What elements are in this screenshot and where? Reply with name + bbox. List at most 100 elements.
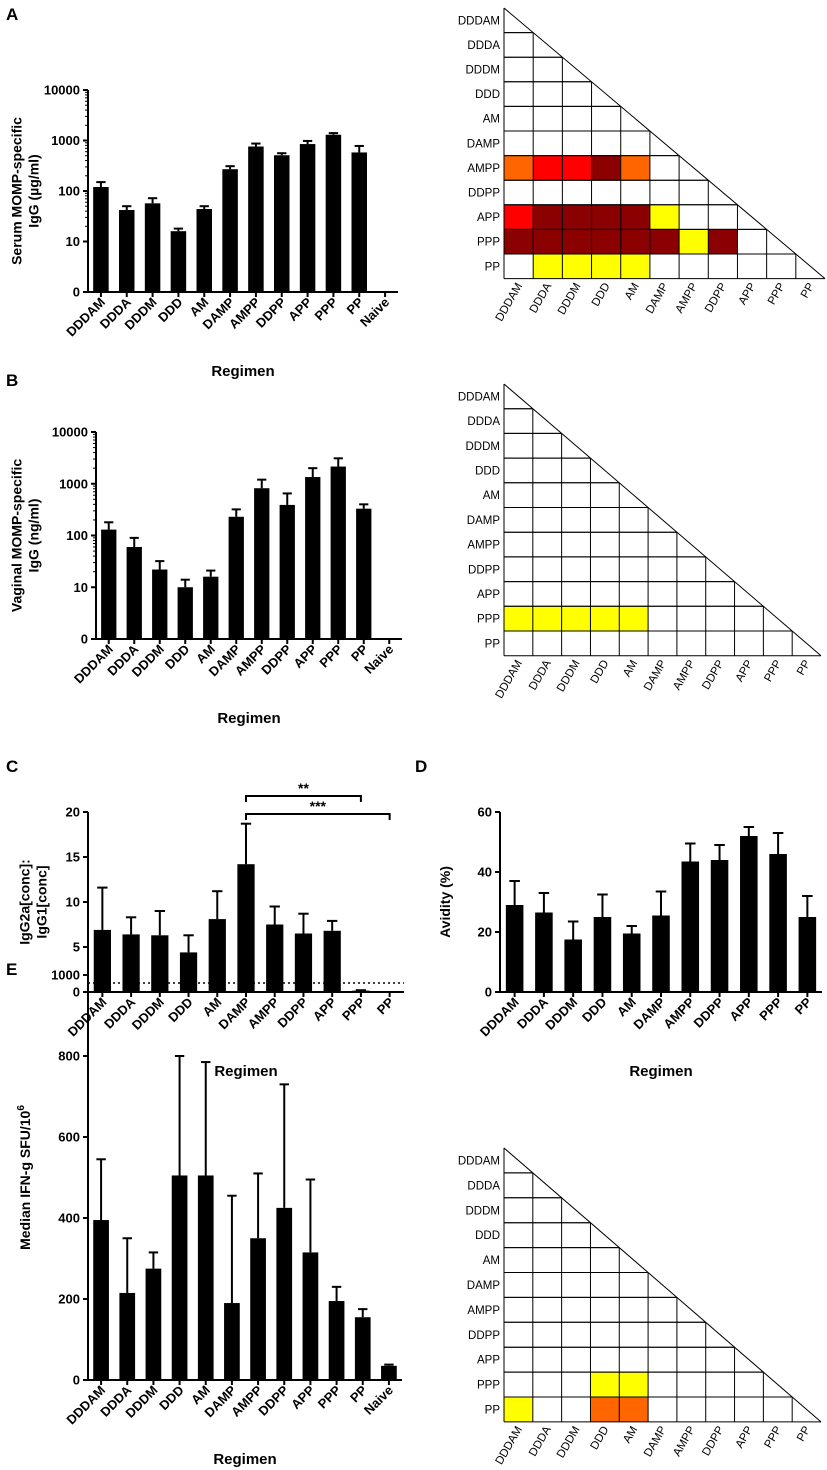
bar-dddm <box>144 203 161 292</box>
matrix-cell-darkred <box>562 204 592 230</box>
bar-ddd <box>177 587 193 639</box>
matrix-row-label: PP <box>485 638 501 650</box>
matrix-row-label: DDDAM <box>458 391 500 403</box>
bar-am <box>203 576 219 639</box>
bar-ddd <box>179 952 198 992</box>
matrix-row-label: DAMP <box>467 515 501 527</box>
bar-dddam <box>505 905 524 992</box>
bar-app <box>323 930 341 992</box>
bar-ddda <box>119 1292 136 1380</box>
bar-ppp <box>328 1301 345 1380</box>
y-tick-label: 400 <box>58 1211 80 1226</box>
matrix-column-label: DDDAM <box>494 1424 525 1467</box>
x-category-label: DDDAM <box>477 995 522 1040</box>
matrix-cell-darkred <box>620 229 650 254</box>
bar-naive <box>381 1365 397 1380</box>
matrix-column-label: DDDA <box>527 1424 554 1459</box>
matrix-cell-yellow <box>562 254 592 279</box>
x-category-label: APP <box>285 294 315 324</box>
matrix-row-label: DDD <box>475 465 500 477</box>
matrix-column-label: DAMP <box>644 281 671 316</box>
bar-ddd <box>171 1175 188 1380</box>
matrix-row-label: AMPP <box>467 1305 500 1317</box>
bar-pp <box>798 917 817 992</box>
matrix-row-label: DDDAM <box>458 1155 500 1167</box>
x-category-label: DDPP <box>274 994 310 1030</box>
bar-am <box>622 933 641 992</box>
y-tick-label: 10 <box>66 895 80 910</box>
matrix-cell-yellow <box>504 1397 533 1422</box>
bar-ppp <box>769 854 787 992</box>
x-category-label: DDDM <box>542 995 580 1033</box>
matrix-column-label: DDD <box>590 281 613 309</box>
bar-pp <box>356 508 372 639</box>
matrix-column-label: PPP <box>762 1424 784 1450</box>
significance-matrix-a: DDDAMDDDADDDMDDDAMDAMPAMPPDDPPAPPPPPPPDD… <box>458 7 826 324</box>
matrix-row-label: DAMP <box>467 138 501 150</box>
matrix-diagonal <box>503 7 826 279</box>
matrix-cell-yellow <box>590 1372 620 1397</box>
bar-pp <box>351 152 367 292</box>
matrix-column-label: APP <box>737 281 759 307</box>
bar-ampp <box>248 146 264 292</box>
x-category-label: DDD <box>162 642 193 673</box>
matrix-cell-darkred <box>504 229 534 254</box>
significance-label: ** <box>298 780 309 796</box>
panel-label-e: E <box>6 960 17 979</box>
matrix-cell-orange <box>619 1397 649 1422</box>
y-tick-label: 0 <box>73 285 80 300</box>
bar-ampp <box>254 488 270 639</box>
bar-app <box>305 477 321 639</box>
matrix-row-label: DDD <box>475 1230 500 1242</box>
matrix-row-label: PP <box>485 1404 501 1416</box>
matrix-diagonal <box>503 1147 822 1423</box>
x-category-label: APP <box>290 641 320 671</box>
x-category-label: DDPP <box>253 294 289 330</box>
x-category-label: PPP <box>339 994 368 1023</box>
x-axis-title: Regimen <box>217 710 280 727</box>
matrix-row-label: DDDM <box>466 441 501 453</box>
matrix-column-label: DDDAM <box>494 281 525 324</box>
y-tick-label: 10 <box>74 580 88 595</box>
matrix-row-label: DDDA <box>467 1180 500 1192</box>
matrix-row-label: APP <box>477 1355 500 1367</box>
y-tick-label: 20 <box>66 805 80 820</box>
matrix-row-label: DDDA <box>467 416 500 428</box>
bar-ppp <box>330 466 346 639</box>
y-axis-title: IgG1[conc] <box>34 865 50 938</box>
y-axis-title: Median IFN-g SFU/106 <box>16 1105 33 1250</box>
matrix-column-label: DDDM <box>556 281 584 317</box>
y-axis-title: Serum MOMP-specific <box>9 117 25 265</box>
matrix-cell-darkred <box>649 229 680 254</box>
matrix-cell-darkred <box>562 229 592 254</box>
x-category-label: DDD <box>165 995 196 1026</box>
matrix-row-label: PPP <box>477 614 500 626</box>
x-category-label: Naive <box>361 1383 396 1418</box>
bar-dddm <box>151 935 169 992</box>
matrix-column-label: PP <box>795 1424 813 1444</box>
bar-ampp <box>250 1238 266 1380</box>
matrix-row-label: DDDA <box>467 40 500 52</box>
matrix-cell-darkred <box>533 204 563 230</box>
x-category-label: DDPP <box>691 994 727 1030</box>
bar-dddm <box>564 939 582 992</box>
x-category-label: DDPP <box>258 641 294 677</box>
significance-matrix-e: DDDAMDDDADDDMDDDAMDAMPAMPPDDPPAPPPPPPPDD… <box>458 1147 822 1467</box>
bar-ddd <box>593 917 612 992</box>
matrix-column-label: AM <box>623 281 642 302</box>
bar-app <box>299 144 316 292</box>
bar-ddpp <box>710 860 729 992</box>
x-category-label: PPP <box>316 641 345 670</box>
panel-label-c: C <box>6 757 18 776</box>
y-tick-label: 0 <box>81 632 88 647</box>
matrix-column-label: AM <box>621 1424 640 1445</box>
bar-ddda <box>119 210 135 292</box>
bar-app <box>740 836 758 992</box>
y-tick-label: 100 <box>66 528 88 543</box>
matrix-column-label: DDDM <box>555 658 583 694</box>
matrix-cell-orange <box>620 155 650 181</box>
matrix-column-label: DDDA <box>527 658 554 693</box>
